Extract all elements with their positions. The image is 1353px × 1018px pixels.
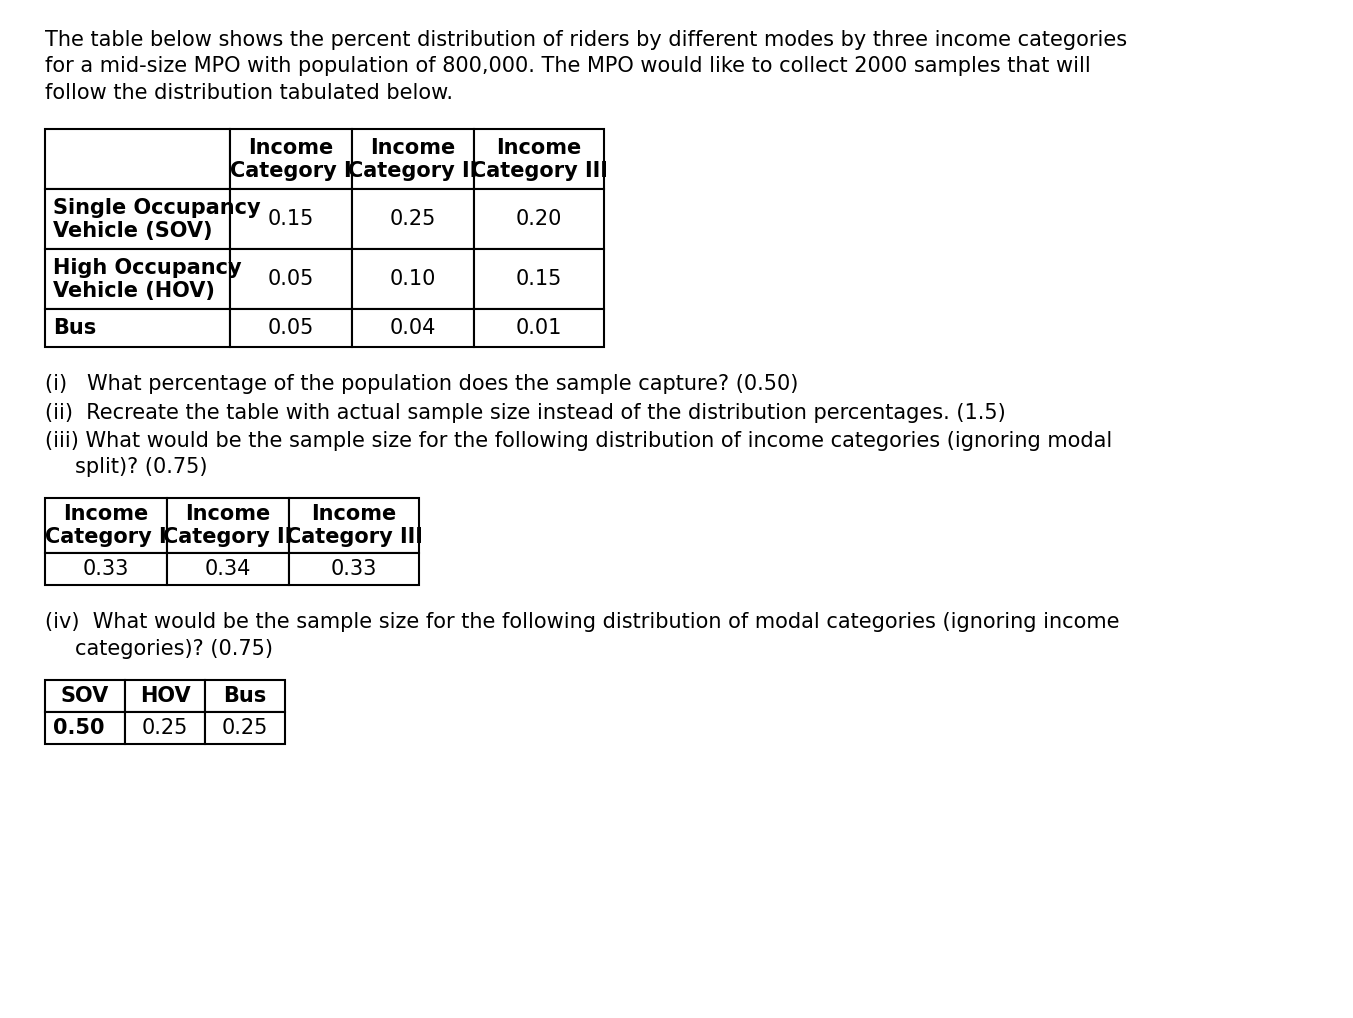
Text: Income
Category III: Income Category III <box>285 504 422 548</box>
Text: 0.15: 0.15 <box>515 270 563 289</box>
Bar <box>206 680 285 712</box>
Text: 0.34: 0.34 <box>204 559 252 579</box>
Text: (iii) What would be the sample size for the following distribution of income cat: (iii) What would be the sample size for … <box>45 431 1112 451</box>
Text: (iv)  What would be the sample size for the following distribution of modal cate: (iv) What would be the sample size for t… <box>45 612 1119 632</box>
Text: 0.05: 0.05 <box>268 319 314 338</box>
Bar <box>45 554 166 585</box>
Bar <box>474 129 603 189</box>
Text: split)? (0.75): split)? (0.75) <box>74 457 207 477</box>
Bar <box>474 249 603 309</box>
Bar <box>124 680 206 712</box>
Bar <box>352 249 474 309</box>
Bar <box>230 249 352 309</box>
Text: 0.50: 0.50 <box>53 718 104 738</box>
Bar <box>45 680 124 712</box>
Text: Single Occupancy
Vehicle (SOV): Single Occupancy Vehicle (SOV) <box>53 197 261 241</box>
Bar <box>124 712 206 744</box>
Text: 0.01: 0.01 <box>515 319 563 338</box>
Text: (ii)  Recreate the table with actual sample size instead of the distribution per: (ii) Recreate the table with actual samp… <box>45 402 1005 422</box>
Text: 0.04: 0.04 <box>390 319 436 338</box>
Bar <box>230 189 352 249</box>
Text: HOV: HOV <box>139 686 191 705</box>
Text: 0.05: 0.05 <box>268 270 314 289</box>
Bar <box>166 554 290 585</box>
Text: High Occupancy
Vehicle (HOV): High Occupancy Vehicle (HOV) <box>53 258 242 301</box>
Text: 0.25: 0.25 <box>142 718 188 738</box>
Text: for a mid-size MPO with population of 800,000. The MPO would like to collect 200: for a mid-size MPO with population of 80… <box>45 57 1091 76</box>
Bar <box>474 189 603 249</box>
Text: 0.10: 0.10 <box>390 270 436 289</box>
Text: Income
Category I: Income Category I <box>45 504 166 548</box>
Text: categories)? (0.75): categories)? (0.75) <box>74 639 273 659</box>
Bar <box>290 498 419 554</box>
Bar <box>290 554 419 585</box>
Bar <box>45 712 124 744</box>
Text: The table below shows the percent distribution of riders by different modes by t: The table below shows the percent distri… <box>45 30 1127 50</box>
Text: SOV: SOV <box>61 686 110 705</box>
Bar <box>230 129 352 189</box>
Bar <box>45 309 230 347</box>
Text: Income
Category III: Income Category III <box>471 137 607 181</box>
Text: 0.15: 0.15 <box>268 210 314 229</box>
Text: 0.25: 0.25 <box>222 718 268 738</box>
Bar <box>45 129 230 189</box>
Bar <box>230 309 352 347</box>
Text: Income
Category II: Income Category II <box>164 504 292 548</box>
Text: Income
Category I: Income Category I <box>230 137 352 181</box>
Text: Income
Category II: Income Category II <box>348 137 478 181</box>
Text: 0.25: 0.25 <box>390 210 436 229</box>
Text: Bus: Bus <box>223 686 267 705</box>
Text: follow the distribution tabulated below.: follow the distribution tabulated below. <box>45 83 453 103</box>
Bar <box>45 498 166 554</box>
Bar <box>206 712 285 744</box>
Text: Bus: Bus <box>53 319 96 338</box>
Bar <box>352 189 474 249</box>
Bar <box>352 309 474 347</box>
Text: 0.20: 0.20 <box>515 210 563 229</box>
Bar <box>45 189 230 249</box>
Text: 0.33: 0.33 <box>331 559 377 579</box>
Bar <box>474 309 603 347</box>
Text: (i)   What percentage of the population does the sample capture? (0.50): (i) What percentage of the population do… <box>45 375 798 394</box>
Bar <box>352 129 474 189</box>
Bar <box>166 498 290 554</box>
Text: 0.33: 0.33 <box>83 559 129 579</box>
Bar <box>45 249 230 309</box>
